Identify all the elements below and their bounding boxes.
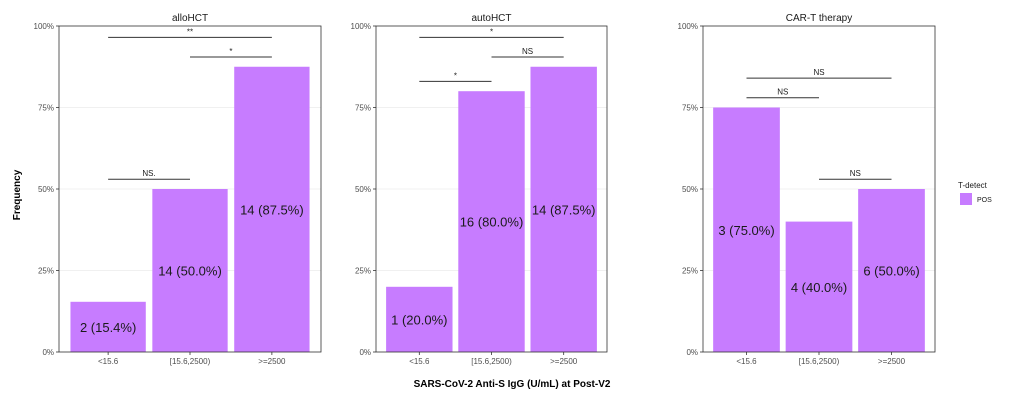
bar-data-label: 4 (40.0%) — [791, 280, 847, 295]
significance-label: NS — [522, 47, 533, 56]
x-tick-label: [15.6,2500) — [170, 357, 211, 366]
y-tick-label: 25% — [682, 267, 698, 276]
y-tick-label: 50% — [355, 185, 371, 194]
y-tick-label: 0% — [359, 348, 371, 357]
x-tick-label: [15.6,2500) — [799, 357, 840, 366]
significance-label: NS. — [142, 169, 155, 178]
x-axis-title: SARS-CoV-2 Anti-S IgG (U/mL) at Post-V2 — [414, 379, 611, 390]
bar-data-label: 6 (50.0%) — [863, 264, 919, 279]
bar — [152, 189, 228, 352]
bar — [530, 66, 597, 352]
bar — [70, 301, 146, 352]
x-tick-label: [15.6,2500) — [471, 357, 512, 366]
panel-title: CAR-T therapy — [786, 13, 853, 24]
bar — [713, 107, 780, 352]
y-tick-label: 100% — [34, 22, 54, 31]
panel-2: CAR-T therapy 0% 25% 50% 75% 100% 3 (75.0%) 4 (… — [678, 13, 936, 366]
significance-label: ** — [187, 27, 193, 36]
significance-label: * — [454, 71, 457, 80]
legend: T-detect POS — [958, 181, 992, 205]
x-tick-label: >=2500 — [550, 357, 578, 366]
y-tick-label: 0% — [686, 348, 698, 357]
significance-label: NS — [850, 169, 861, 178]
bar — [458, 91, 525, 352]
bar — [858, 189, 925, 352]
bar-data-label: 14 (87.5%) — [532, 202, 596, 217]
bar-data-label: 2 (15.4%) — [80, 320, 136, 335]
bar-data-label: 14 (50.0%) — [158, 264, 222, 279]
x-tick-label: <15.6 — [736, 357, 757, 366]
y-tick-label: 100% — [678, 22, 698, 31]
panel-0: alloHCT 0% 25% 50% 75% 100% 2 (15.4%) 14 (50.0%… — [34, 13, 322, 366]
y-tick-label: 75% — [682, 104, 698, 113]
y-tick-label: 50% — [38, 185, 54, 194]
x-tick-label: >=2500 — [258, 357, 286, 366]
panel-title: alloHCT — [172, 13, 208, 24]
y-tick-label: 50% — [682, 185, 698, 194]
panel-title: autoHCT — [471, 13, 511, 24]
y-tick-label: 75% — [355, 104, 371, 113]
panel-frame — [702, 25, 936, 353]
y-tick-label: 75% — [38, 104, 54, 113]
significance-label: * — [229, 47, 232, 56]
bar — [234, 66, 310, 352]
bar-data-label: 3 (75.0%) — [718, 223, 774, 238]
y-axis-title: Frequency — [12, 169, 23, 220]
panel-frame — [375, 25, 608, 353]
y-tick-label: 25% — [355, 267, 371, 276]
x-tick-label: >=2500 — [878, 357, 906, 366]
x-tick-label: <15.6 — [98, 357, 119, 366]
panel-1: autoHCT 0% 25% 50% 75% 100% 1 (20.0%) 16 (80.0%… — [351, 13, 608, 366]
bar-data-label: 1 (20.0%) — [391, 312, 447, 327]
significance-label: NS — [813, 68, 824, 77]
bar-data-label: 16 (80.0%) — [460, 215, 524, 230]
bar-data-label: 14 (87.5%) — [240, 202, 304, 217]
significance-label: * — [490, 27, 493, 36]
y-tick-label: 100% — [351, 22, 371, 31]
legend-label: POS — [977, 197, 992, 204]
bar — [785, 221, 853, 352]
bar — [386, 286, 453, 352]
panels: alloHCT 0% 25% 50% 75% 100% 2 (15.4%) 14 (50.0%… — [34, 13, 936, 366]
panel-frame — [58, 25, 322, 353]
significance-label: NS — [777, 88, 788, 97]
y-tick-label: 0% — [42, 348, 54, 357]
legend-title: T-detect — [958, 181, 988, 190]
legend-swatch — [960, 193, 972, 205]
y-tick-label: 25% — [38, 267, 54, 276]
x-tick-label: <15.6 — [409, 357, 430, 366]
